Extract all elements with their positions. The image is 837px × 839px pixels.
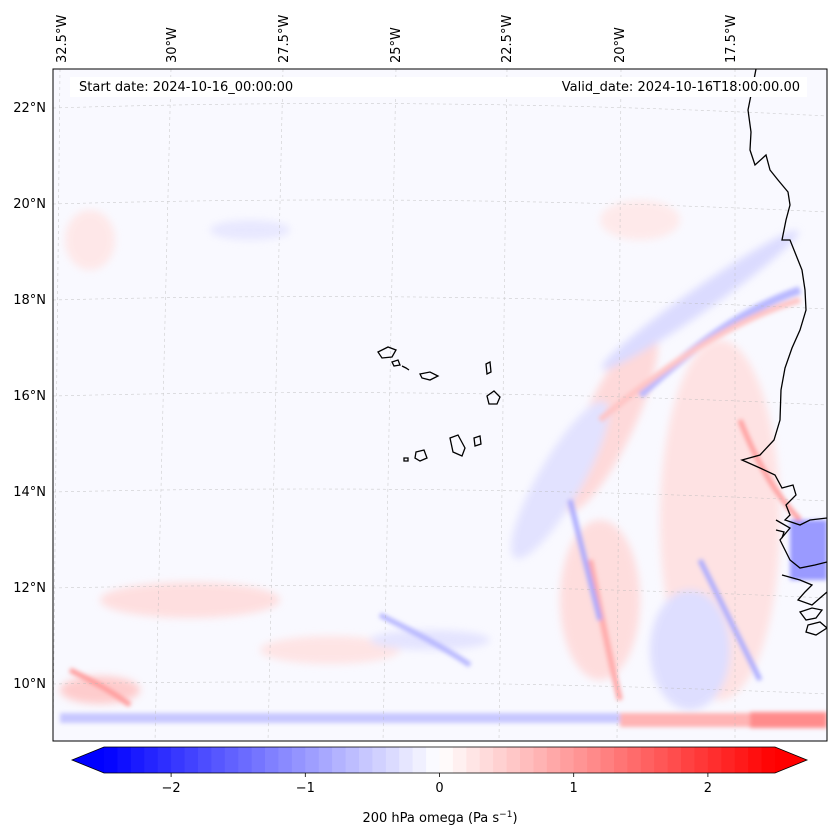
colorbar-segment: [721, 747, 736, 773]
lat-label-14n: 14°N: [13, 485, 46, 500]
colorbar-segment: [345, 747, 360, 773]
colorbar-segment: [130, 747, 145, 773]
colorbar-segment: [694, 747, 709, 773]
colorbar-segment: [439, 747, 454, 773]
colorbar-ticks: −2 −1 0 1 2: [162, 773, 712, 796]
colorbar-segment: [707, 747, 722, 773]
colorbar-tick-label: 2: [704, 781, 712, 796]
colorbar-segment: [399, 747, 414, 773]
lon-label-30w: 30°W: [165, 27, 180, 63]
lat-label-20n: 20°N: [13, 197, 46, 212]
header-box: [70, 77, 807, 97]
colorbar-segment: [761, 747, 776, 773]
coastline: [377, 69, 827, 636]
colorbar-tick-label: −1: [296, 781, 315, 796]
colorbar-segment: [104, 747, 119, 773]
colorbar-segment: [748, 747, 763, 773]
colorbar-segment: [211, 747, 226, 773]
colorbar-tick-label: 1: [570, 781, 578, 796]
colorbar-segment: [734, 747, 749, 773]
colorbar-segment: [546, 747, 561, 773]
colorbar: −2 −1 0 1 2 200 hPa omega (Pa s−1): [70, 746, 809, 826]
colorbar-segment: [197, 747, 212, 773]
colorbar-segment: [573, 747, 588, 773]
lon-label-20w: 20°W: [613, 27, 628, 63]
colorbar-segment: [157, 747, 172, 773]
colorbar-segment: [587, 747, 602, 773]
colorbar-segment: [251, 747, 266, 773]
colorbar-segment: [385, 747, 400, 773]
colorbar-label: 200 hPa omega (Pa s−1): [362, 810, 517, 826]
colorbar-segment: [520, 747, 535, 773]
colorbar-outline: [70, 746, 809, 774]
map-frame: [52, 68, 828, 742]
colorbar-segment: [681, 747, 696, 773]
lon-label-22-5w: 22.5°W: [500, 15, 515, 63]
colorbar-segment: [466, 747, 481, 773]
lon-label-27-5w: 27.5°W: [277, 15, 292, 63]
colorbar-segment: [305, 747, 320, 773]
start-date: Start date: 2024-10-16_00:00:00: [79, 80, 293, 95]
colorbar-segments: [72, 747, 807, 773]
colorbar-segment: [654, 747, 669, 773]
colorbar-segment: [238, 747, 253, 773]
colorbar-extend-max: [775, 747, 807, 773]
colorbar-segment: [265, 747, 280, 773]
colorbar-segment: [412, 747, 427, 773]
colorbar-segment: [278, 747, 293, 773]
lat-label-18n: 18°N: [13, 293, 46, 308]
omega-field: [60, 200, 827, 728]
colorbar-segment: [224, 747, 239, 773]
colorbar-segment: [171, 747, 186, 773]
lon-labels: 32.5°W 30°W 27.5°W 25°W 22.5°W 20°W 17.5…: [55, 15, 739, 63]
colorbar-segment: [332, 747, 347, 773]
colorbar-segment: [613, 747, 628, 773]
gridlines: [53, 69, 827, 741]
colorbar-segment: [506, 747, 521, 773]
colorbar-segment: [117, 747, 132, 773]
lat-labels: 22°N 20°N 18°N 16°N 14°N 12°N 10°N: [13, 101, 46, 692]
valid-date: Valid_date: 2024-10-16T18:00:00.00: [562, 80, 800, 95]
colorbar-segment: [600, 747, 615, 773]
colorbar-segment: [291, 747, 306, 773]
lon-label-25w: 25°W: [389, 27, 404, 63]
colorbar-segment: [184, 747, 199, 773]
lon-label-32-5w: 32.5°W: [55, 15, 70, 63]
colorbar-segment: [426, 747, 441, 773]
colorbar-segment: [479, 747, 494, 773]
colorbar-tick-label: −2: [162, 781, 181, 796]
colorbar-segment: [560, 747, 575, 773]
colorbar-segment: [667, 747, 682, 773]
colorbar-segment: [318, 747, 333, 773]
lat-label-10n: 10°N: [13, 677, 46, 692]
colorbar-segment: [533, 747, 548, 773]
colorbar-tick-label: 0: [435, 781, 443, 796]
colorbar-segment: [452, 747, 467, 773]
colorbar-segment: [144, 747, 159, 773]
colorbar-extend-min: [72, 747, 104, 773]
lon-label-17-5w: 17.5°W: [724, 15, 739, 63]
lat-label-12n: 12°N: [13, 581, 46, 596]
lat-label-16n: 16°N: [13, 389, 46, 404]
colorbar-segment: [640, 747, 655, 773]
colorbar-segment: [493, 747, 508, 773]
colorbar-segment: [358, 747, 373, 773]
lat-label-22n: 22°N: [13, 101, 46, 116]
colorbar-segment: [372, 747, 387, 773]
colorbar-segment: [627, 747, 642, 773]
